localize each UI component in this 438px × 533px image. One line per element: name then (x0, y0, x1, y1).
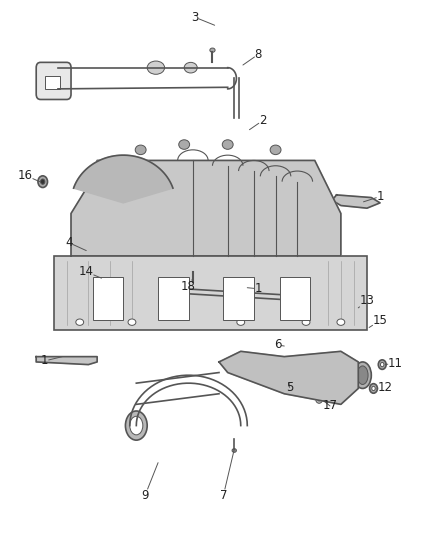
Ellipse shape (76, 319, 84, 325)
Ellipse shape (135, 145, 146, 155)
Bar (223, 277, 254, 319)
Text: 1: 1 (364, 190, 384, 203)
Ellipse shape (179, 140, 190, 149)
Ellipse shape (370, 384, 378, 393)
Text: 17: 17 (322, 399, 338, 413)
FancyBboxPatch shape (36, 62, 71, 100)
Text: 8: 8 (243, 48, 262, 65)
Ellipse shape (184, 62, 197, 73)
Text: 15: 15 (369, 314, 388, 327)
Polygon shape (74, 155, 173, 203)
Ellipse shape (41, 179, 45, 184)
Polygon shape (332, 195, 380, 208)
Text: 12: 12 (377, 381, 393, 394)
Ellipse shape (237, 319, 245, 325)
Text: 11: 11 (385, 357, 403, 369)
Text: 16: 16 (18, 169, 40, 182)
Ellipse shape (232, 449, 237, 453)
Text: 3: 3 (191, 11, 215, 25)
Text: 14: 14 (79, 265, 102, 278)
Ellipse shape (38, 176, 47, 188)
Text: 9: 9 (141, 463, 158, 502)
Ellipse shape (302, 319, 310, 325)
Text: 4: 4 (65, 236, 86, 251)
Polygon shape (167, 288, 306, 301)
Ellipse shape (190, 267, 195, 271)
Bar (158, 277, 188, 319)
Text: 2: 2 (250, 114, 266, 130)
Text: 18: 18 (181, 278, 196, 293)
Text: 7: 7 (219, 449, 234, 502)
Ellipse shape (378, 360, 386, 369)
Polygon shape (36, 357, 97, 365)
Text: 13: 13 (358, 294, 374, 308)
Text: 6: 6 (274, 338, 284, 351)
Ellipse shape (357, 366, 368, 384)
Ellipse shape (130, 416, 143, 435)
Text: 1: 1 (247, 282, 262, 295)
Text: 5: 5 (286, 381, 293, 394)
Ellipse shape (354, 362, 371, 389)
Bar (280, 277, 311, 319)
Text: 1: 1 (41, 354, 62, 367)
Ellipse shape (337, 319, 345, 325)
Ellipse shape (318, 397, 321, 401)
Polygon shape (219, 351, 358, 405)
Ellipse shape (128, 319, 136, 325)
Ellipse shape (381, 362, 384, 367)
Ellipse shape (265, 292, 278, 302)
Ellipse shape (316, 395, 322, 403)
Ellipse shape (222, 140, 233, 149)
Ellipse shape (125, 411, 147, 440)
Ellipse shape (210, 48, 215, 52)
Ellipse shape (147, 61, 165, 74)
Bar (93, 277, 123, 319)
Bar (45, 76, 60, 89)
Bar (53, 256, 367, 330)
Ellipse shape (195, 286, 208, 295)
Ellipse shape (270, 145, 281, 155)
Polygon shape (71, 160, 341, 256)
Ellipse shape (372, 386, 375, 391)
